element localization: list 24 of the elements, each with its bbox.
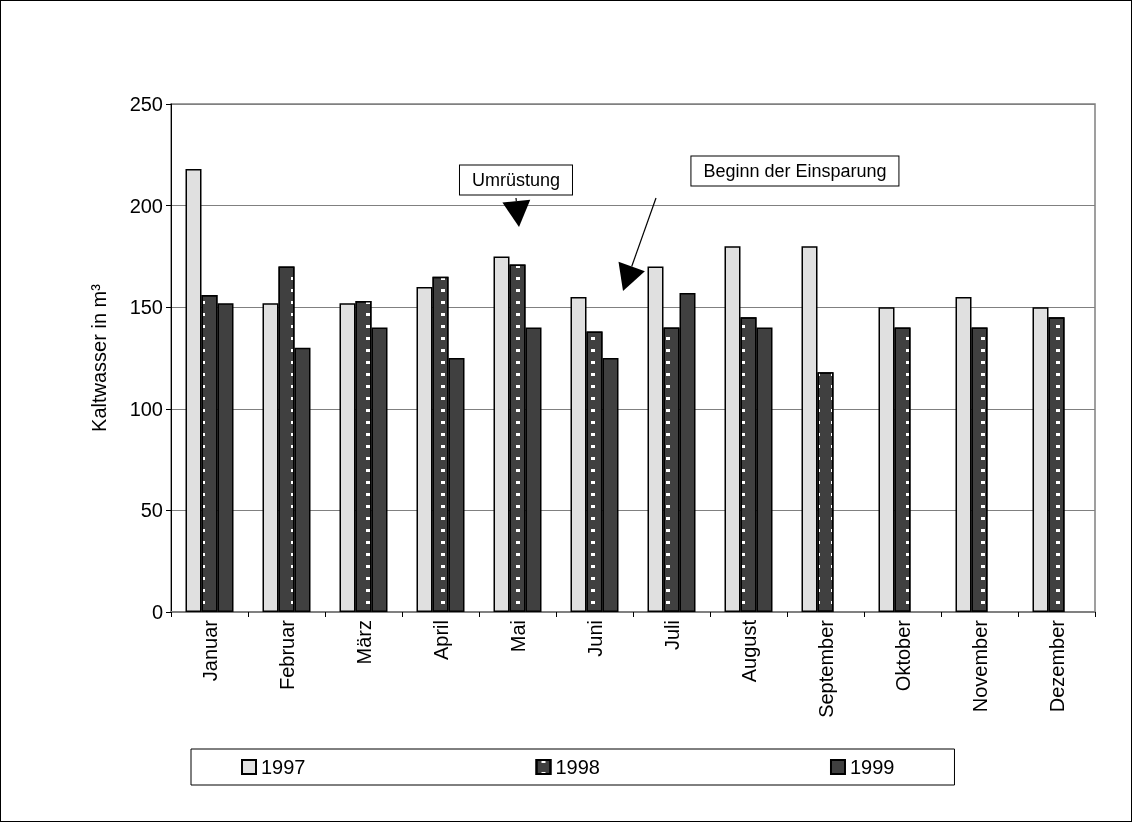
y-tick-label: 0 bbox=[151, 601, 163, 623]
legend-label: 1998 bbox=[555, 756, 600, 778]
x-tick-label: September bbox=[814, 619, 837, 718]
x-tick-label: November bbox=[968, 619, 991, 713]
x-tick-label: März bbox=[352, 620, 375, 665]
y-tick-label: 100 bbox=[129, 397, 163, 420]
x-tick-label: Januar bbox=[198, 619, 221, 682]
x-tick-label: August bbox=[737, 619, 760, 683]
x-tick-label: April bbox=[429, 620, 452, 661]
x-tick-label: Dezember bbox=[1045, 619, 1068, 713]
annotation: Beginn der Einsparung bbox=[690, 155, 900, 187]
legend-label: 1997 bbox=[261, 756, 306, 778]
legend-label: 1999 bbox=[849, 756, 895, 778]
y-tick-label: 150 bbox=[129, 296, 163, 319]
x-tick-label: Mai bbox=[506, 620, 529, 653]
y-tick-label: 250 bbox=[129, 93, 163, 115]
y-tick-label: 200 bbox=[129, 194, 163, 217]
x-tick-label: Juli bbox=[660, 620, 683, 651]
x-tick-label: Juni bbox=[583, 620, 606, 657]
y-tick-label: 50 bbox=[140, 499, 163, 522]
x-tick-label: Oktober bbox=[891, 619, 914, 692]
x-tick-label: Februar bbox=[275, 619, 298, 691]
y-axis-title: Kaltwasser in m³ bbox=[88, 283, 110, 432]
annotation: Umrüstung bbox=[458, 164, 574, 196]
